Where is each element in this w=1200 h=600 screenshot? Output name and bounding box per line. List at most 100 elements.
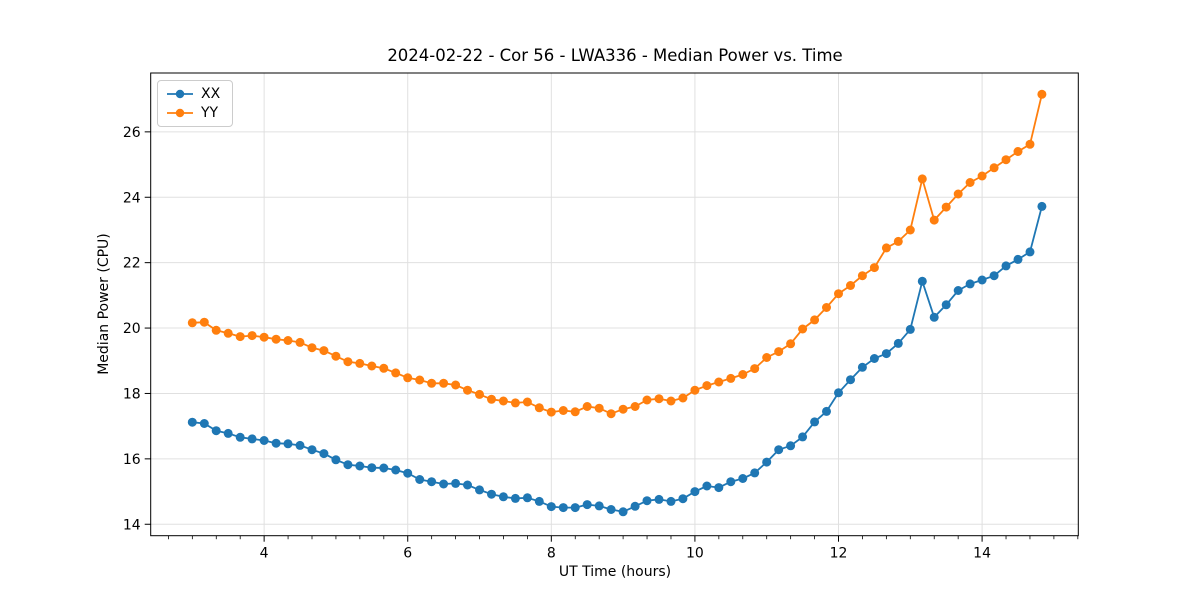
data-point-xx xyxy=(558,503,568,513)
data-point-yy xyxy=(774,347,784,357)
legend-label-yy: YY xyxy=(201,105,219,121)
data-point-yy xyxy=(534,403,544,413)
data-point-xx xyxy=(475,485,484,495)
data-point-xx xyxy=(427,477,437,487)
data-point-xx xyxy=(678,494,688,504)
data-point-xx xyxy=(786,441,796,451)
y-axis-label: Median Power (CPU) xyxy=(96,233,112,375)
data-point-xx xyxy=(869,354,879,363)
data-point-xx xyxy=(654,494,664,504)
data-point-xx xyxy=(977,275,987,285)
data-point-yy xyxy=(810,315,820,325)
data-point-yy xyxy=(463,385,472,395)
data-point-xx xyxy=(989,271,999,281)
y-tick-label: 24 xyxy=(123,190,141,206)
data-point-xx xyxy=(618,507,628,517)
data-point-xx xyxy=(403,468,413,478)
data-point-yy xyxy=(798,324,808,334)
data-point-yy xyxy=(929,215,939,225)
data-point-xx xyxy=(343,460,353,470)
data-point-yy xyxy=(391,368,401,378)
legend-line-marker-yy-icon xyxy=(167,108,193,118)
data-point-xx xyxy=(331,455,341,465)
data-point-xx xyxy=(1025,247,1035,257)
data-point-yy xyxy=(510,398,520,408)
data-point-xx xyxy=(1013,254,1023,264)
data-point-yy xyxy=(1001,155,1011,165)
data-point-xx xyxy=(319,449,329,459)
y-tick-label: 22 xyxy=(123,256,141,272)
data-point-xx xyxy=(522,493,532,503)
data-point-yy xyxy=(642,395,652,405)
y-tick-label: 16 xyxy=(123,452,141,468)
data-point-xx xyxy=(594,501,604,511)
data-point-yy xyxy=(427,378,437,388)
y-tick-label: 20 xyxy=(123,321,141,337)
data-point-yy xyxy=(546,407,556,417)
data-point-xx xyxy=(834,388,843,398)
chart-title: 2024-02-22 - Cor 56 - LWA336 - Median Po… xyxy=(387,46,843,65)
data-point-yy xyxy=(379,363,389,373)
data-point-yy xyxy=(582,402,592,411)
data-point-xx xyxy=(726,477,736,487)
data-point-yy xyxy=(714,377,724,387)
data-point-yy xyxy=(1037,89,1047,99)
data-point-yy xyxy=(594,403,604,413)
data-point-xx xyxy=(929,312,939,322)
data-point-xx xyxy=(187,417,197,427)
data-point-yy xyxy=(702,381,712,391)
data-point-yy xyxy=(738,370,748,379)
data-point-yy xyxy=(259,332,269,342)
data-point-xx xyxy=(953,286,963,295)
data-point-yy xyxy=(1025,139,1035,149)
data-point-yy xyxy=(295,337,305,347)
data-point-xx xyxy=(846,375,855,385)
data-point-xx xyxy=(487,489,496,499)
data-point-yy xyxy=(606,409,616,419)
y-tick-label: 26 xyxy=(123,125,141,141)
legend: XX YY xyxy=(157,80,234,127)
data-point-yy xyxy=(869,263,879,273)
data-point-xx xyxy=(355,461,365,471)
data-point-yy xyxy=(977,171,987,181)
data-point-yy xyxy=(917,174,927,184)
y-tick-label: 14 xyxy=(123,517,141,533)
data-point-xx xyxy=(199,419,209,428)
data-point-xx xyxy=(762,457,772,467)
data-point-yy xyxy=(630,402,640,411)
data-point-xx xyxy=(546,502,556,512)
data-point-xx xyxy=(798,432,808,442)
data-point-yy xyxy=(654,394,664,404)
data-point-xx xyxy=(642,496,652,506)
data-point-xx xyxy=(439,479,449,489)
data-point-yy xyxy=(331,351,341,361)
data-point-yy xyxy=(965,178,975,187)
legend-line-marker-xx-icon xyxy=(167,89,193,99)
data-point-yy xyxy=(199,317,209,327)
data-point-yy xyxy=(451,380,461,390)
data-point-yy xyxy=(1013,147,1023,156)
data-point-xx xyxy=(415,475,425,484)
data-point-yy xyxy=(439,378,449,388)
data-point-xx xyxy=(690,487,700,497)
data-point-yy xyxy=(223,328,233,338)
data-point-yy xyxy=(678,393,688,403)
y-tick-label: 18 xyxy=(123,386,141,402)
axes-spines xyxy=(150,72,1079,537)
data-point-yy xyxy=(857,271,867,281)
data-point-yy xyxy=(319,346,329,356)
data-point-xx xyxy=(223,428,233,438)
data-point-yy xyxy=(834,289,843,299)
data-point-yy xyxy=(415,375,425,385)
data-point-xx xyxy=(750,468,760,478)
data-point-yy xyxy=(726,373,736,383)
data-point-yy xyxy=(403,373,413,383)
data-point-xx xyxy=(498,492,508,502)
data-point-xx xyxy=(702,481,712,491)
x-tick-label: 4 xyxy=(260,546,269,562)
data-point-xx xyxy=(1037,201,1047,211)
data-point-xx xyxy=(367,463,377,473)
data-point-xx xyxy=(893,338,903,348)
